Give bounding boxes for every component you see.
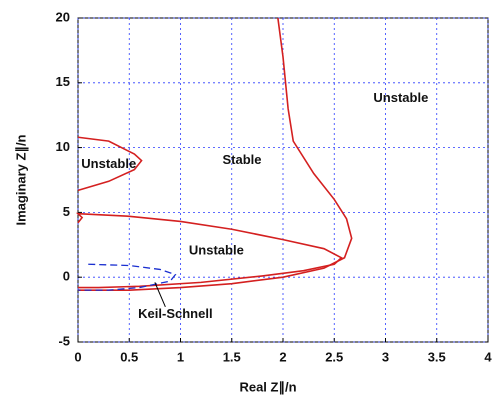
annotation: Unstable	[189, 243, 244, 258]
annotation-arrow	[154, 282, 166, 307]
y-axis-label: Imaginary Z∥/n	[13, 134, 29, 225]
x-tick-label: 1.5	[223, 349, 241, 364]
x-tick-label: 2.5	[325, 349, 343, 364]
x-tick-label: 2	[279, 349, 286, 364]
y-tick-label: 20	[56, 9, 70, 24]
curve	[75, 212, 343, 289]
annotation: Keil-Schnell	[138, 306, 212, 321]
x-tick-label: 4	[484, 349, 492, 364]
curve	[78, 263, 177, 291]
y-tick-label: -5	[58, 333, 70, 348]
x-tick-label: 3.5	[428, 349, 446, 364]
y-tick-label: 10	[56, 139, 70, 154]
curve	[78, 17, 353, 291]
curve	[77, 136, 143, 192]
x-tick-label: 3	[382, 349, 389, 364]
x-tick-label: 0.5	[120, 349, 138, 364]
x-axis-label: Real Z∥/n	[239, 379, 296, 395]
annotation: Unstable	[81, 156, 136, 171]
y-tick-label: 5	[63, 204, 70, 219]
annotation: Unstable	[373, 90, 428, 105]
x-tick-label: 0	[74, 349, 81, 364]
x-tick-label: 1	[177, 349, 184, 364]
annotation: Stable	[222, 152, 261, 167]
y-tick-label: 15	[56, 74, 70, 89]
y-tick-label: 0	[63, 269, 70, 284]
